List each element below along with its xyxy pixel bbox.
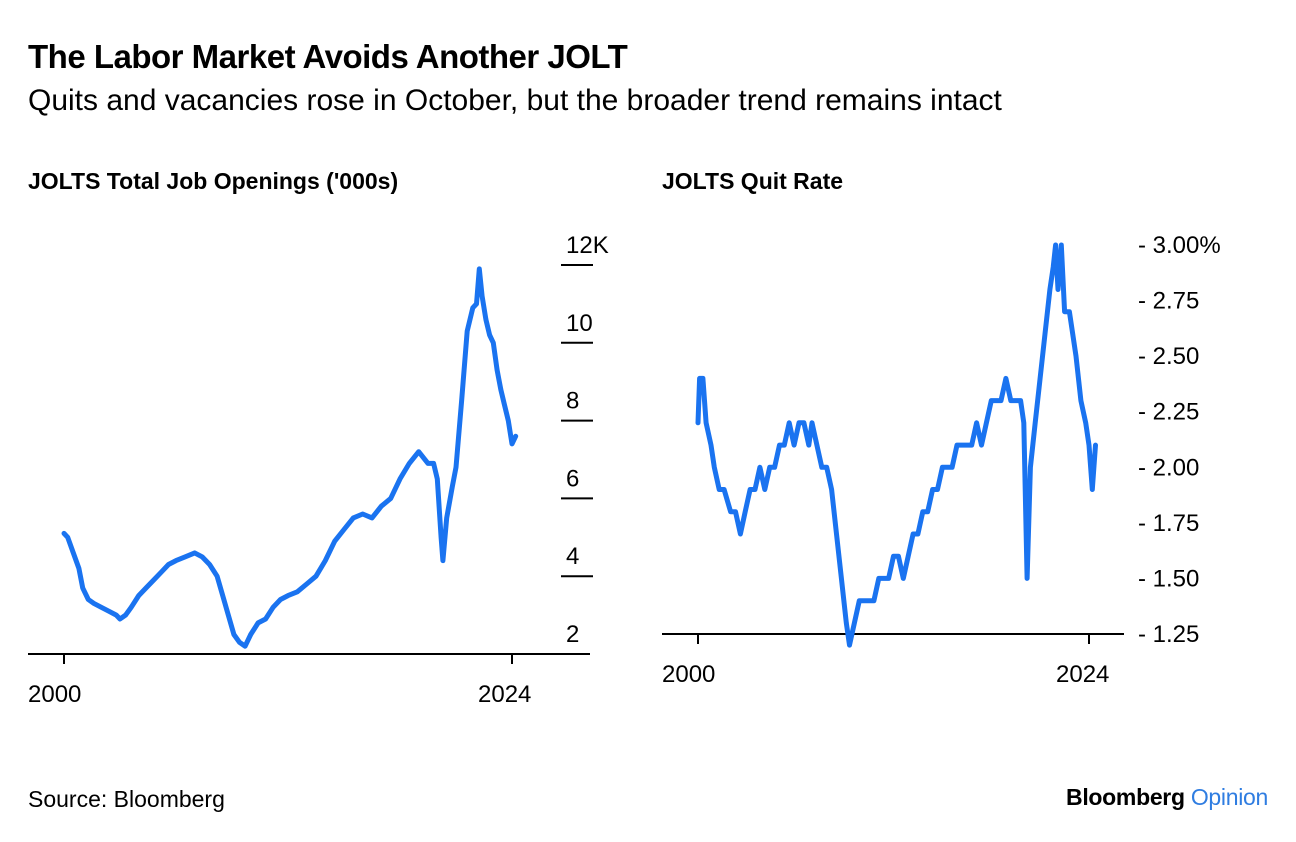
y-tick-label: - 2.25: [1138, 399, 1199, 426]
x-tick-label: 2000: [662, 661, 715, 688]
job-openings-line: [61, 266, 519, 649]
chart-subtitle: Quits and vacancies rose in October, but…: [28, 84, 1002, 117]
x-tick-label: 2024: [478, 681, 531, 708]
y-tick-label: - 1.75: [1138, 510, 1199, 537]
brand-name: Bloomberg: [1066, 784, 1185, 810]
bloomberg-opinion-logo: Bloomberg Opinion: [1066, 784, 1268, 811]
source-note: Source: Bloomberg: [28, 786, 225, 812]
y-tick-label: 2: [566, 621, 579, 648]
quit-rate-line: [695, 242, 1098, 648]
y-tick-label: - 2.00: [1138, 454, 1199, 481]
y-tick-label: - 1.25: [1138, 621, 1199, 648]
chart-title: The Labor Market Avoids Another JOLT: [28, 38, 628, 75]
right-chart-title: JOLTS Quit Rate: [662, 168, 844, 194]
quit-rate-chart: - 3.00% - 2.75 - 2.50 - 2.25 - 2.00 - 1.75 - 1…: [662, 232, 1221, 688]
y-tick-label: 12K: [566, 232, 609, 259]
y-tick-label: 6: [566, 465, 579, 492]
y-tick-label: - 1.50: [1138, 565, 1199, 592]
y-tick-label: 4: [566, 543, 579, 570]
y-tick-label: 10: [566, 310, 593, 337]
x-tick-label: 2024: [1056, 661, 1109, 688]
x-tick-label: 2000: [28, 681, 81, 708]
left-chart-title: JOLTS Total Job Openings ('000s): [28, 168, 399, 194]
y-tick-label: 8: [566, 388, 579, 415]
job-openings-chart: 12K 10 8 6 4 2 2000 2024: [28, 232, 609, 708]
y-tick-label: - 2.50: [1138, 343, 1199, 370]
y-tick-label: - 2.75: [1138, 288, 1199, 315]
y-tick-label: - 3.00%: [1138, 232, 1221, 259]
brand-accent: Opinion: [1190, 784, 1268, 810]
